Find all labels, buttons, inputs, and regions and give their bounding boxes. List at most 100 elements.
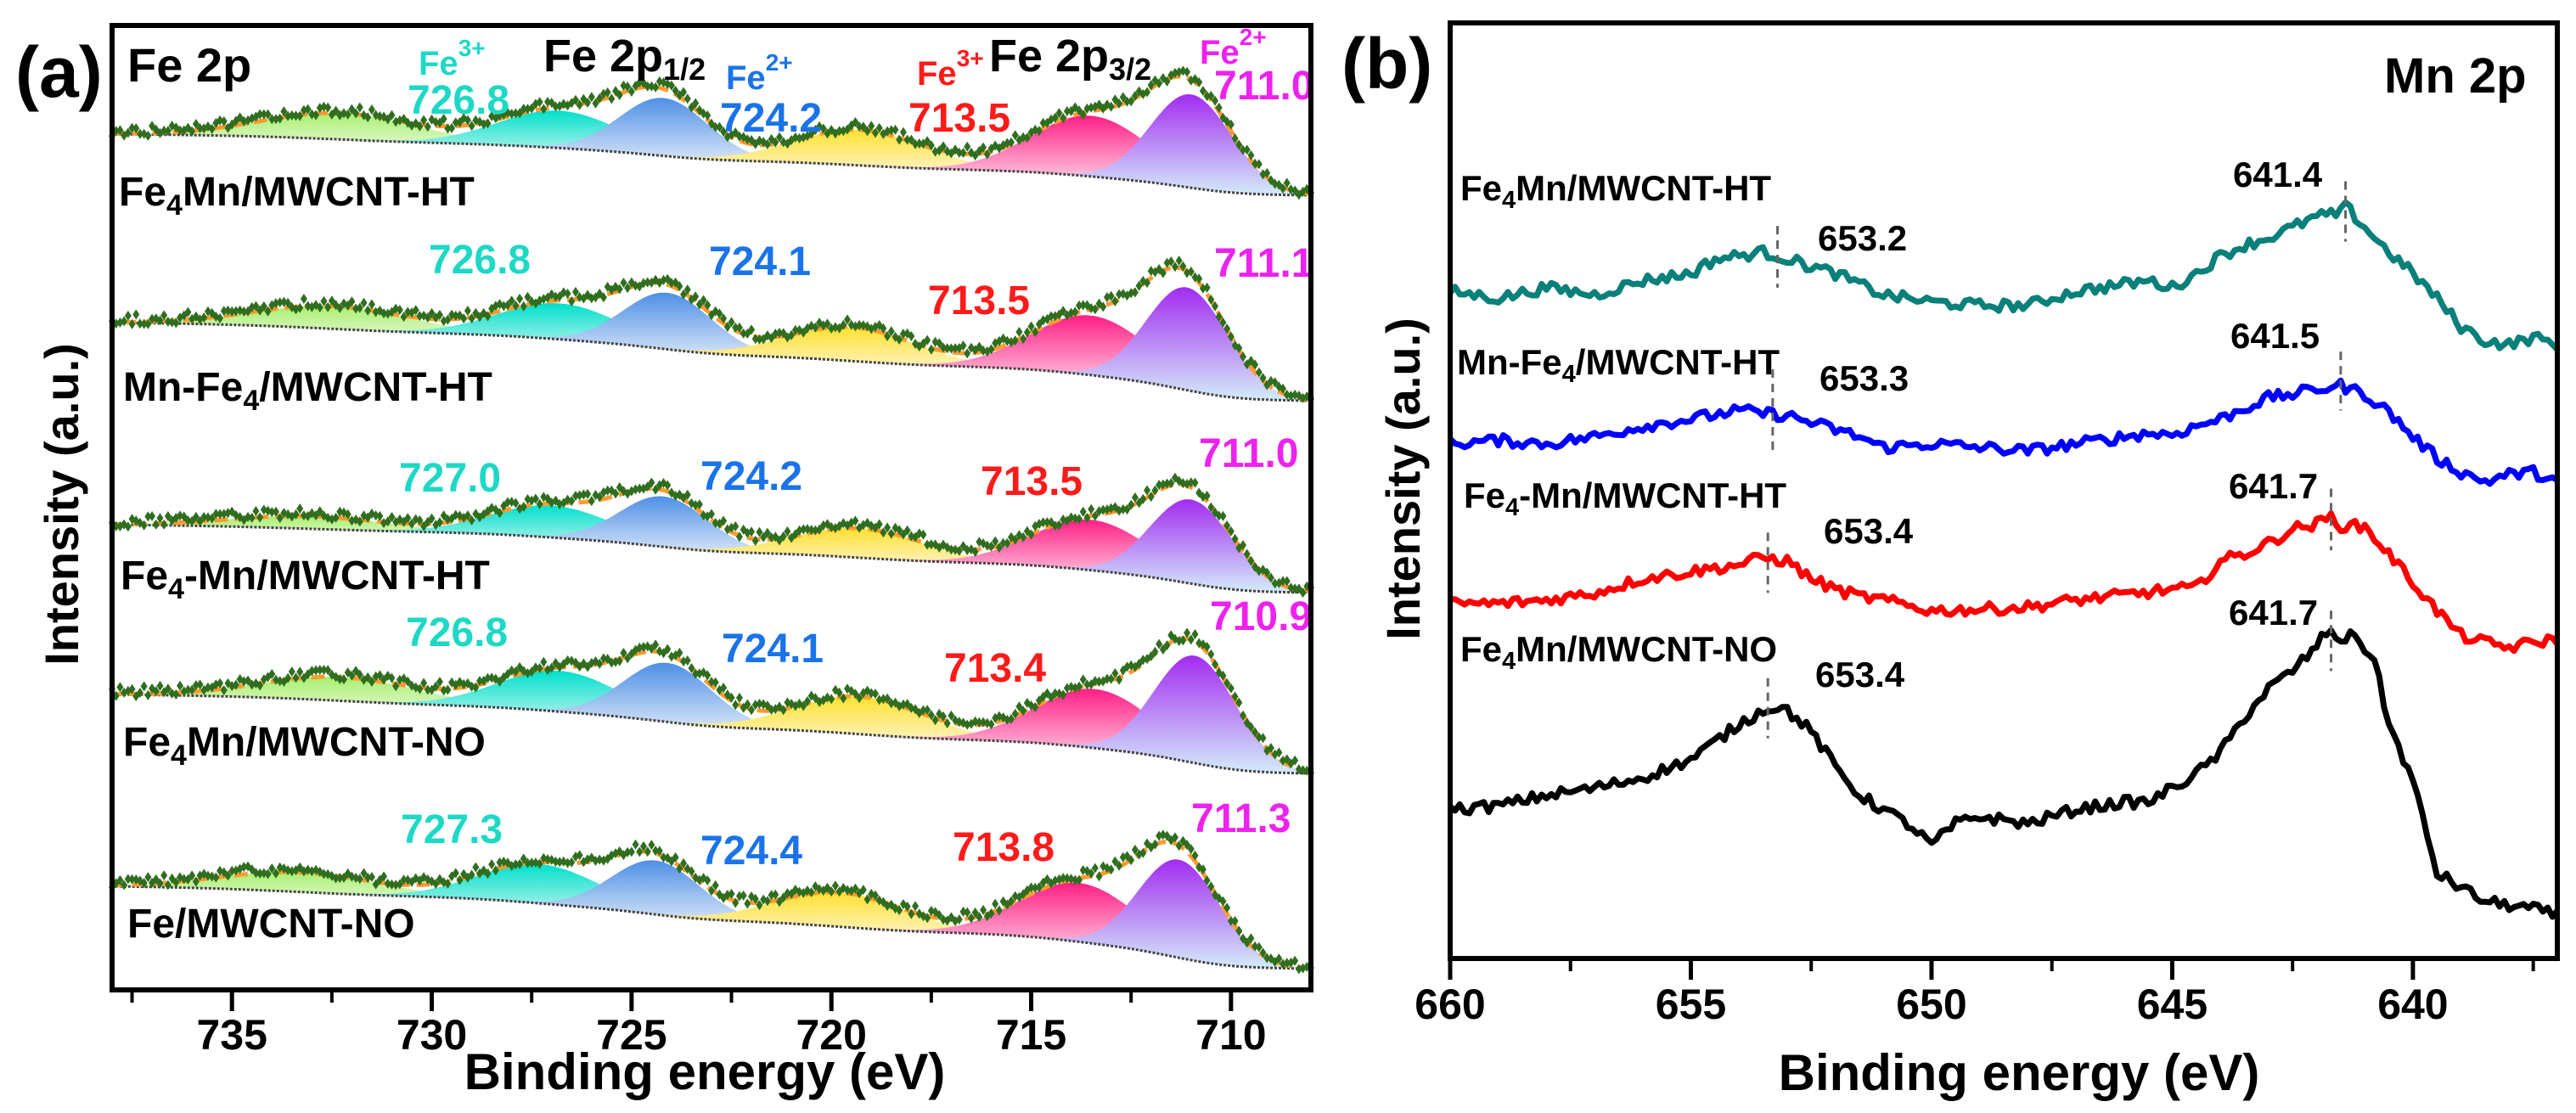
data-point (328, 295, 335, 306)
data-point (639, 77, 647, 88)
shirley-background (112, 321, 1311, 402)
data-point (604, 654, 611, 665)
panel-b-tick-label: 645 (2137, 981, 2208, 1028)
data-point (536, 663, 543, 674)
data-point (992, 536, 999, 547)
data-point (1131, 492, 1139, 503)
data-point (516, 503, 524, 514)
data-point (296, 666, 304, 677)
data-point (891, 331, 899, 342)
data-point (1091, 863, 1099, 874)
data-point (556, 857, 564, 868)
data-point (716, 121, 723, 132)
data-point (300, 294, 307, 305)
data-point (1243, 359, 1251, 370)
data-point (592, 98, 599, 109)
data-point (983, 346, 991, 357)
component-peak-sat_2p12 (112, 515, 606, 542)
data-point (280, 676, 288, 687)
data-point (1231, 691, 1239, 702)
peak-position-label: 710.9 (1210, 594, 1312, 639)
data-point (212, 117, 220, 128)
data-point (288, 666, 295, 677)
data-point (912, 338, 920, 349)
data-point (1207, 649, 1215, 660)
data-point (692, 668, 700, 679)
panel-a-title: Fe 2p (127, 38, 251, 92)
data-point (1008, 137, 1015, 148)
data-point (1159, 73, 1167, 84)
data-point (952, 544, 959, 555)
data-point (680, 289, 688, 300)
panel-a-frame (110, 23, 1313, 992)
data-point (680, 857, 688, 868)
data-point (871, 127, 879, 138)
data-point (1243, 548, 1251, 559)
data-point (695, 668, 703, 679)
data-point (524, 857, 532, 868)
data-point (440, 510, 447, 521)
data-point (156, 513, 164, 524)
component-peak-fe3_2p12 (329, 303, 790, 357)
data-point (472, 862, 480, 873)
data-point (1147, 492, 1155, 503)
data-point (1079, 674, 1087, 685)
data-point (264, 868, 272, 880)
data-point (1191, 850, 1199, 861)
data-point (964, 348, 971, 359)
data-point (831, 684, 839, 695)
data-point (648, 840, 655, 851)
data-point (524, 104, 532, 115)
data-point (1023, 526, 1031, 537)
data-point (1199, 283, 1206, 294)
data-point (1079, 300, 1087, 311)
data-point (720, 126, 728, 138)
data-point (1091, 510, 1099, 521)
component-peak-fe3_2p32 (857, 882, 1303, 969)
data-point (1215, 312, 1223, 323)
data-point (983, 911, 991, 922)
data-point (1251, 941, 1259, 952)
data-point (624, 283, 632, 294)
data-point (632, 839, 639, 850)
data-point (456, 310, 464, 321)
data-point (856, 888, 863, 899)
data-point (440, 685, 447, 696)
data-point (1163, 257, 1171, 268)
data-point (121, 130, 128, 141)
data-point (751, 535, 759, 546)
data-point (1212, 507, 1219, 518)
data-point (1207, 881, 1215, 892)
data-point (884, 331, 891, 342)
data-point (1227, 526, 1235, 537)
data-point (128, 122, 136, 133)
data-point (160, 687, 168, 698)
data-point (723, 132, 731, 143)
data-point (592, 292, 599, 303)
component-peak-fe2_2p32 (1038, 499, 1311, 593)
fe2p32-sub: 3/2 (1109, 52, 1151, 87)
data-point (1032, 520, 1039, 531)
species-element: Fe (917, 55, 957, 93)
data-point (891, 522, 899, 533)
data-point (1255, 732, 1263, 743)
data-point (1055, 108, 1063, 119)
data-point (376, 510, 384, 521)
data-point (356, 302, 363, 313)
data-point (992, 338, 999, 349)
data-point (288, 301, 295, 312)
data-point (328, 109, 335, 120)
panel-b-x-label: Binding energy (eV) (1779, 1044, 2260, 1101)
data-point (927, 710, 935, 721)
peak-position-label: 727.3 (401, 807, 503, 852)
data-point (1055, 688, 1063, 699)
component-peak-fe2_2p32 (1043, 655, 1311, 773)
data-point (964, 141, 971, 152)
data-point (200, 511, 208, 522)
data-point (952, 343, 959, 354)
peak-position-label: 724.2 (720, 96, 822, 141)
data-point (695, 104, 703, 115)
species-charge: 3+ (957, 45, 984, 71)
data-point (436, 874, 443, 885)
label-part: Mn/MWCNT-HT (183, 170, 475, 215)
